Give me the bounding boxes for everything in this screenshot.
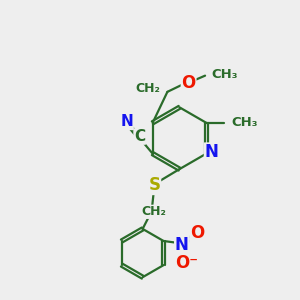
Text: CH₂: CH₂	[141, 205, 166, 218]
Text: O: O	[182, 74, 196, 92]
Text: N: N	[175, 236, 189, 253]
Text: CH₃: CH₃	[212, 68, 238, 81]
Text: N: N	[120, 114, 133, 129]
Text: C: C	[134, 129, 145, 144]
Text: O⁻: O⁻	[176, 254, 199, 272]
Text: N: N	[205, 143, 218, 161]
Text: S: S	[148, 176, 160, 194]
Text: O: O	[190, 224, 204, 242]
Text: CH₂: CH₂	[135, 82, 160, 95]
Text: CH₃: CH₃	[231, 116, 258, 129]
